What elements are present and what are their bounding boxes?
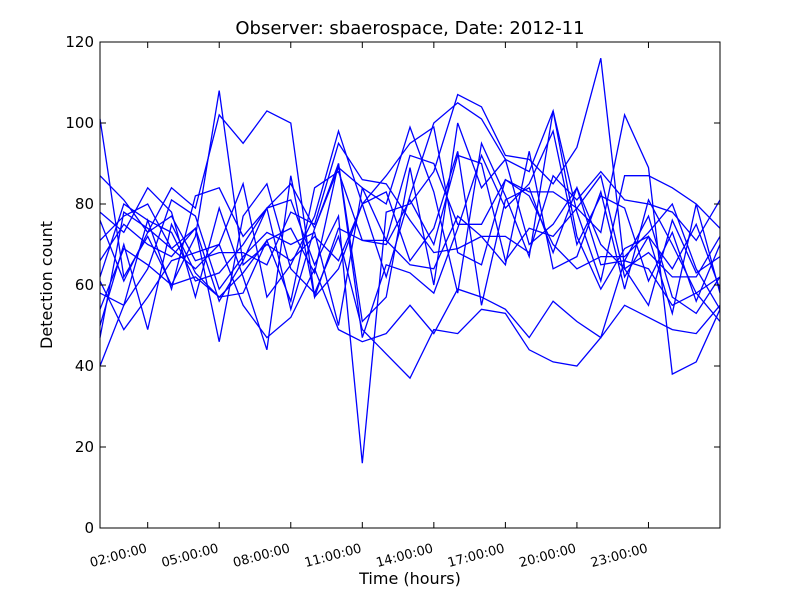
series-line-9: [99, 122, 721, 330]
series-line-4: [99, 112, 721, 376]
series-line-10: [99, 128, 721, 315]
x-axis-label: Time (hours): [358, 569, 461, 588]
series-line-8: [99, 129, 721, 338]
chart-title: Observer: sbaerospace, Date: 2012-11: [235, 18, 584, 39]
series-line-5: [99, 141, 721, 283]
series-line-7: [99, 154, 721, 310]
series-line-3: [99, 58, 721, 464]
series-line-12: [99, 182, 721, 380]
series-layer: [99, 58, 721, 464]
y-tick-label-0: 0: [84, 519, 94, 537]
series-line-13: [99, 243, 721, 343]
y-axis-label: Detection count: [37, 221, 56, 349]
y-tick-label-4: 80: [75, 195, 94, 213]
series-line-6: [99, 110, 721, 326]
y-axis: 0 20 40 60 80 100 120: [65, 33, 720, 537]
y-tick-label-6: 120: [65, 33, 94, 51]
y-tick-label-2: 40: [75, 357, 94, 375]
y-tick-label-1: 20: [75, 438, 94, 456]
y-tick-label-5: 100: [65, 114, 94, 132]
y-tick-label-3: 60: [75, 276, 94, 294]
